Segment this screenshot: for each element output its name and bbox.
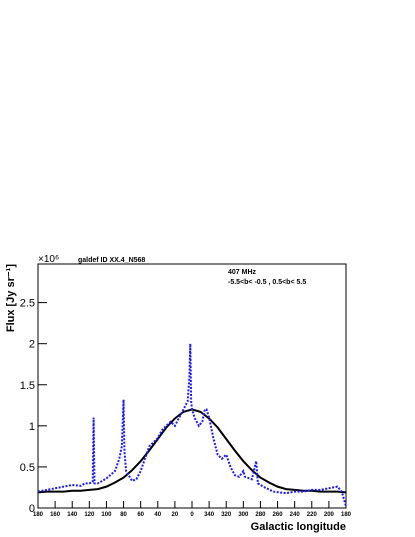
y-tick-label: 1 — [29, 421, 35, 433]
x-tick-label: 100 — [101, 512, 112, 518]
x-tick-label: 300 — [238, 512, 249, 518]
x-tick-label: 0 — [190, 512, 194, 518]
x-tick-label: 240 — [290, 512, 301, 518]
data-line — [37, 408, 347, 494]
y-tick-label: 1.5 — [20, 380, 35, 392]
x-tick-label: 260 — [273, 512, 284, 518]
chart-title: galdef ID XX.4_N568 — [78, 257, 145, 264]
y-tick-label: 2.5 — [20, 298, 35, 310]
y-tick-label: 0 — [29, 503, 35, 515]
x-tick-label: 320 — [221, 512, 232, 518]
x-tick-label: 60 — [137, 512, 144, 518]
x-tick-label: 200 — [324, 512, 335, 518]
x-tick-label: 20 — [172, 512, 179, 518]
y-axis-label: Flux [Jy sr⁻¹] — [5, 264, 17, 332]
x-tick-label: 80 — [120, 512, 127, 518]
annotation: -5.5<b< -0.5 , 0.5<b< 5.5 — [228, 279, 306, 286]
x-axis-label: Galactic longitude — [251, 521, 346, 533]
x-tick-label: 140 — [67, 512, 78, 518]
x-tick-label: 220 — [307, 512, 318, 518]
y-multiplier: ×10⁶ — [38, 254, 59, 265]
x-tick-label: 40 — [154, 512, 161, 518]
plot-frame — [37, 263, 347, 509]
x-tick-label: 280 — [255, 512, 266, 518]
y-tick-label: 2 — [29, 339, 35, 351]
y-tick-label: 0.5 — [20, 462, 35, 474]
x-tick-label: 160 — [50, 512, 61, 518]
x-tick-label: 340 — [204, 512, 215, 518]
x-tick-label: 120 — [84, 512, 95, 518]
annotation: 407 MHz — [228, 269, 257, 276]
data-line — [37, 343, 347, 507]
x-tick-label: 180 — [33, 512, 44, 518]
x-tick-label: 180 — [341, 512, 352, 518]
